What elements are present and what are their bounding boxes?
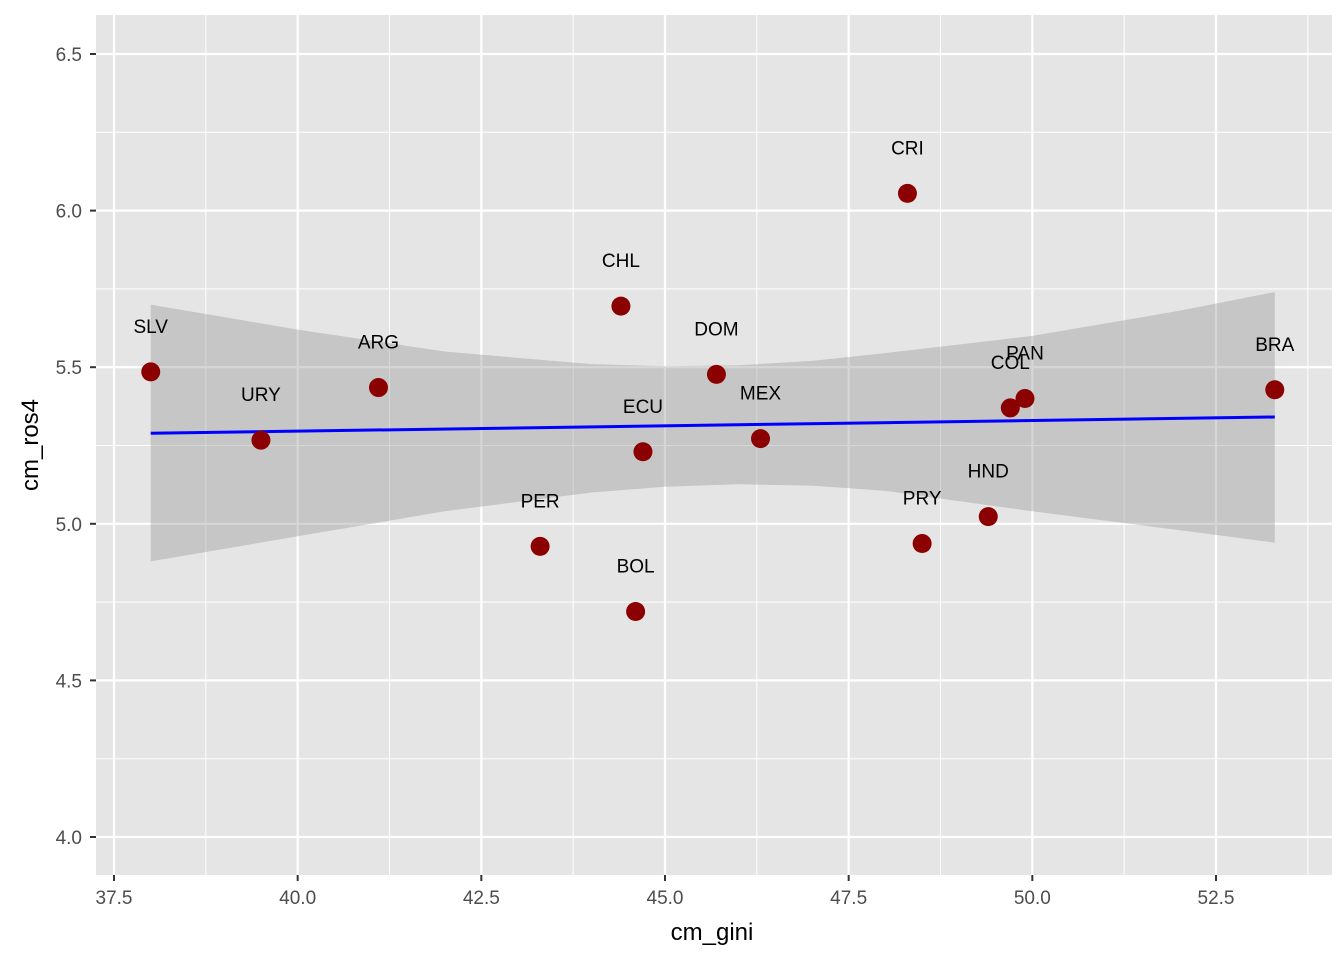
y-tick-label: 4.5 — [56, 671, 82, 692]
data-point-bra — [1265, 380, 1285, 400]
confidence-band — [150, 292, 1275, 562]
x-tick-label: 47.5 — [830, 888, 867, 909]
x-tick-label: 37.5 — [96, 888, 133, 909]
data-point-pry — [912, 534, 932, 554]
data-points — [141, 183, 1285, 621]
x-tick-label: 40.0 — [279, 888, 316, 909]
point-label-hnd: HND — [968, 462, 1009, 483]
data-point-slv — [141, 362, 161, 382]
data-point-ury — [251, 430, 271, 450]
data-point-chl — [611, 296, 631, 316]
point-label-chl: CHL — [602, 251, 640, 272]
grid-lines — [96, 15, 1332, 875]
point-label-mex: MEX — [740, 384, 782, 405]
data-point-dom — [706, 364, 726, 384]
data-point-cri — [897, 183, 917, 203]
point-label-slv: SLV — [133, 317, 168, 338]
point-label-arg: ARG — [358, 333, 399, 354]
x-tick-label: 50.0 — [1014, 888, 1051, 909]
x-axis-title: cm_gini — [671, 919, 754, 946]
point-label-dom: DOM — [694, 319, 738, 340]
point-label-bra: BRA — [1255, 335, 1294, 356]
y-tick-label: 6.0 — [56, 202, 82, 223]
data-point-per — [530, 536, 550, 556]
data-point-pan — [1015, 389, 1035, 409]
data-point-bol — [626, 601, 646, 621]
y-axis-title: cm_ros4 — [17, 399, 44, 491]
data-point-hnd — [978, 507, 998, 527]
point-label-bol: BOL — [617, 556, 655, 577]
x-tick-label: 52.5 — [1198, 888, 1235, 909]
y-tick-label: 5.5 — [56, 358, 82, 379]
data-point-ecu — [633, 442, 653, 462]
confidence-band-layer — [150, 292, 1275, 562]
point-label-col: COL — [991, 353, 1030, 374]
point-label-pan: PAN — [1006, 344, 1044, 365]
data-point-arg — [368, 378, 388, 398]
trend-line-layer — [150, 415, 1275, 435]
point-label-pry: PRY — [903, 489, 942, 510]
point-label-cri: CRI — [891, 138, 924, 159]
x-tick-label: 45.0 — [647, 888, 684, 909]
data-point-mex — [751, 429, 771, 449]
data-point-col — [1000, 398, 1020, 418]
y-tick-label: 4.0 — [56, 828, 82, 849]
point-label-per: PER — [521, 491, 560, 512]
point-labels: SLV URY ARG PER CHL BOL ECU DOM MEX CRI PRY HND COLP… — [133, 138, 1294, 577]
axes: 37.5 40.0 42.5 45.0 47.5 50.0 52.5 4.0 4.5 5.0 5.5… — [56, 45, 1235, 909]
y-tick-label: 6.5 — [56, 45, 82, 66]
y-tick-label: 5.0 — [56, 515, 82, 536]
x-tick-label: 42.5 — [463, 888, 500, 909]
regression-line — [150, 415, 1275, 435]
point-label-ury: URY — [241, 385, 281, 406]
point-label-ecu: ECU — [623, 397, 663, 418]
